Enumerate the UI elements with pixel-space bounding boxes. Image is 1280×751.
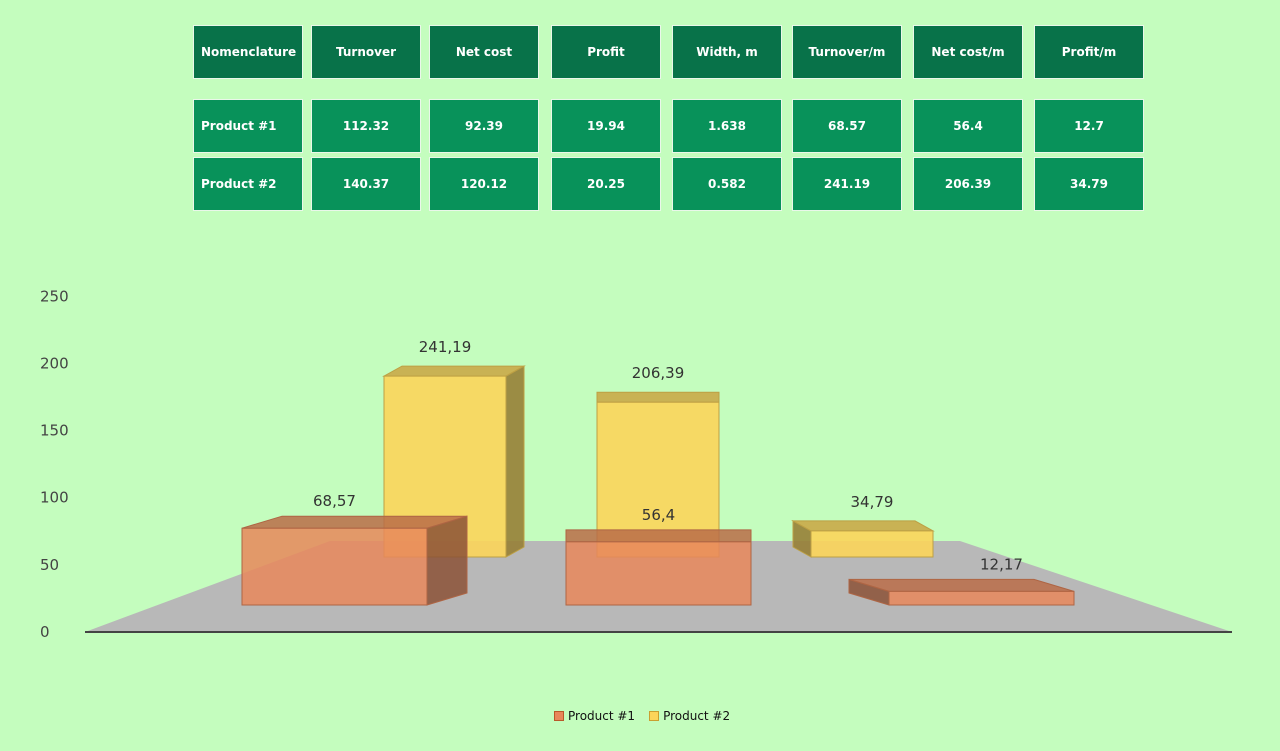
- y-tick-label: 150: [40, 422, 69, 440]
- y-tick-label: 0: [40, 623, 50, 641]
- bar-product-2: [810, 530, 934, 558]
- bar-product-1-side: [426, 515, 468, 606]
- table-header-cell: Profit: [551, 25, 661, 79]
- table-cell: 0.582: [672, 157, 782, 211]
- bar-product-2-top: [596, 391, 720, 403]
- bar-product-1-top: [241, 515, 468, 529]
- legend-swatch-product-2: [649, 711, 660, 721]
- table-cell: 34.79: [1034, 157, 1144, 211]
- bar-product-2-side: [505, 365, 525, 558]
- table-cell: 206.39: [913, 157, 1023, 211]
- table-header-cell: Turnover: [311, 25, 421, 79]
- legend-label-product-2: Product #2: [663, 709, 731, 723]
- table-cell: 56.4: [913, 99, 1023, 153]
- table-cell: 20.25: [551, 157, 661, 211]
- bar-product-1: [565, 541, 752, 606]
- table-cell: 92.39: [429, 99, 539, 153]
- bar-product-2-top: [382, 365, 526, 377]
- table-header-cell: Profit/m: [1034, 25, 1144, 79]
- legend-label-product-1: Product #1: [568, 709, 636, 723]
- bar-product-1: [241, 527, 428, 606]
- data-label-product-1: 12,17: [980, 555, 1023, 573]
- table-header-cell: Net cost/m: [913, 25, 1023, 79]
- bar-product-1-top: [848, 578, 1075, 592]
- legend-swatch-product-1: [554, 711, 564, 721]
- table-header-cell: Net cost: [429, 25, 539, 79]
- data-label-product-2: 241,19: [419, 338, 472, 356]
- data-label-product-1: 68,57: [313, 492, 356, 510]
- table-cell: 241.19: [792, 157, 902, 211]
- bar-product-1-top: [565, 529, 752, 543]
- table-cell: 68.57: [792, 99, 902, 153]
- bar-product-2-top: [791, 520, 935, 532]
- bar-product-1: [888, 590, 1075, 606]
- table-cell: 1.638: [672, 99, 782, 153]
- table-cell: 112.32: [311, 99, 421, 153]
- y-tick-label: 200: [40, 354, 69, 372]
- table-cell: Product #1: [193, 99, 303, 153]
- y-tick-label: 50: [40, 556, 59, 574]
- y-tick-label: 100: [40, 489, 69, 507]
- data-label-product-2: 34,79: [851, 493, 894, 511]
- data-label-product-1: 56,4: [642, 506, 675, 524]
- legend: Product #1 Product #2: [554, 709, 730, 723]
- data-label-product-2: 206,39: [632, 364, 685, 382]
- table-cell: 19.94: [551, 99, 661, 153]
- table-header-cell: Nomenclature: [193, 25, 303, 79]
- table-cell: 12.7: [1034, 99, 1144, 153]
- table-header-cell: Width, m: [672, 25, 782, 79]
- table-cell: Product #2: [193, 157, 303, 211]
- table-header-cell: Turnover/m: [792, 25, 902, 79]
- y-tick-label: 250: [40, 287, 69, 305]
- table-cell: 140.37: [311, 157, 421, 211]
- table-cell: 120.12: [429, 157, 539, 211]
